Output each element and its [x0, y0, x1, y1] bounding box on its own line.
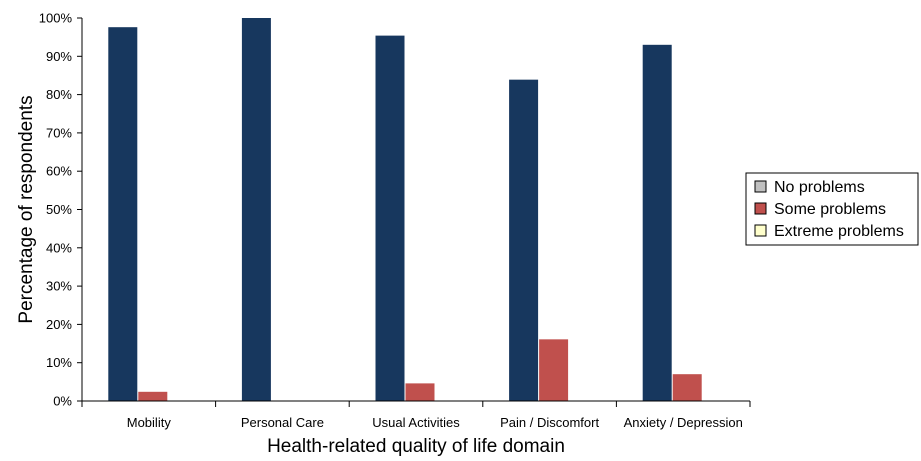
- y-tick-label: 80%: [46, 87, 72, 102]
- y-tick-label: 100%: [39, 11, 73, 26]
- x-axis-title: Health-related quality of life domain: [267, 436, 565, 457]
- x-tick-label: Personal Care: [241, 415, 324, 430]
- x-tick-label: Anxiety / Depression: [624, 415, 743, 430]
- y-tick-label: 60%: [46, 164, 72, 179]
- x-tick-label: Usual Activities: [372, 415, 460, 430]
- x-ticks-group: Mobility Personal Care Usual Activities Pai…: [81, 401, 751, 430]
- legend-swatch: [754, 180, 767, 193]
- bars-group: [108, 18, 702, 402]
- legend-swatch: [754, 202, 767, 215]
- bar-some-problems: [539, 339, 569, 401]
- bar-no-problems: [241, 18, 271, 401]
- legend: No problems Some problems Extreme problems: [745, 172, 919, 246]
- y-ticks-group: 0% 10% 20% 30% 40% 50% 60% 70% 80% 90% 100%: [39, 11, 82, 409]
- bar-some-problems: [672, 374, 702, 401]
- x-tick-label: Pain / Discomfort: [500, 415, 599, 430]
- y-tick-label: 50%: [46, 202, 72, 217]
- y-tick-label: 70%: [46, 125, 72, 140]
- bar-no-problems: [375, 35, 405, 401]
- bar-no-problems: [642, 44, 672, 402]
- y-tick-label: 20%: [46, 317, 72, 332]
- y-tick-label: 10%: [46, 355, 72, 370]
- bar-no-problems: [509, 79, 539, 402]
- legend-label: Extreme problems: [774, 223, 904, 240]
- x-tick-label: Mobility: [127, 415, 172, 430]
- bar-some-problems: [138, 391, 168, 401]
- y-tick-label: 30%: [46, 279, 72, 294]
- legend-label: No problems: [774, 179, 865, 196]
- legend-swatch: [754, 224, 767, 237]
- y-axis-title: Percentage of respondents: [16, 95, 37, 323]
- legend-label: Some problems: [774, 201, 886, 218]
- bar-no-problems: [108, 27, 138, 402]
- bar-some-problems: [405, 383, 435, 401]
- y-tick-label: 90%: [46, 49, 72, 64]
- legend-box: [745, 172, 919, 246]
- y-tick-label: 0%: [53, 394, 72, 409]
- y-tick-label: 40%: [46, 240, 72, 255]
